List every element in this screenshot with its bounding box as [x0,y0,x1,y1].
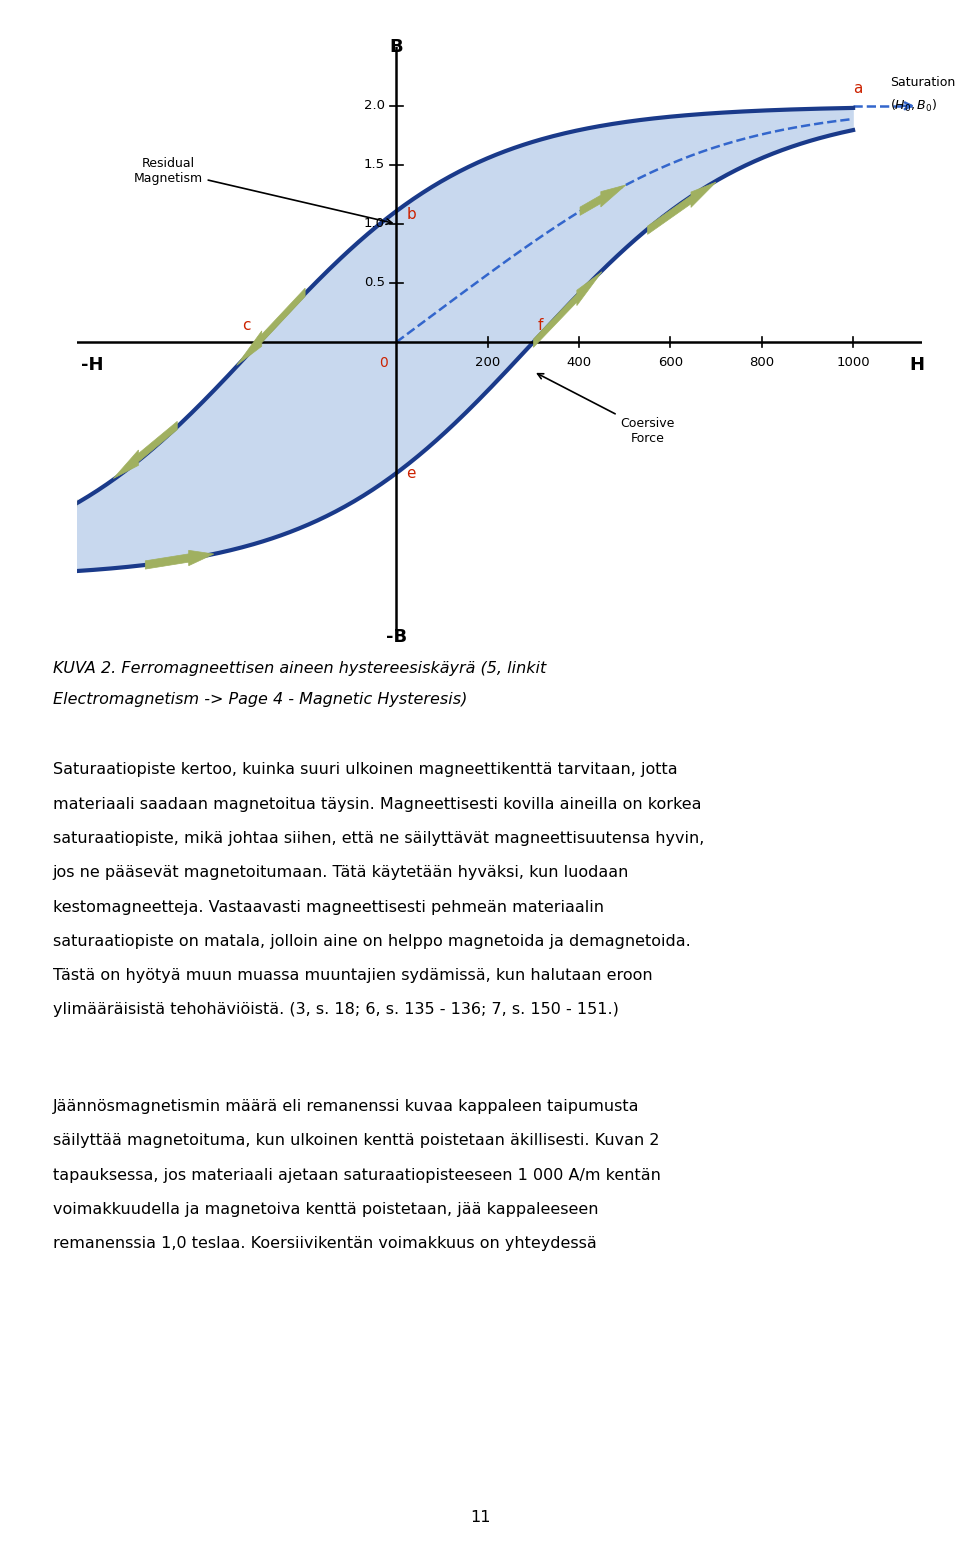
Text: Residual
Magnetism: Residual Magnetism [133,157,392,224]
Text: 600: 600 [658,355,683,369]
Text: remanenssia 1,0 teslaa. Koersiivikentän voimakkuus on yhteydessä: remanenssia 1,0 teslaa. Koersiivikentän … [53,1236,596,1252]
Text: saturaatiopiste on matala, jolloin aine on helppo magnetoida ja demagnetoida.: saturaatiopiste on matala, jolloin aine … [53,934,690,949]
FancyArrow shape [648,182,716,234]
Text: 0.5: 0.5 [364,276,385,290]
Text: Saturaatiopiste kertoo, kuinka suuri ulkoinen magneettikenttä tarvitaan, jotta: Saturaatiopiste kertoo, kuinka suuri ulk… [53,762,678,778]
Text: e: e [406,466,416,482]
Text: Jäännösmagnetismin määrä eli remanenssi kuvaa kappaleen taipumusta: Jäännösmagnetismin määrä eli remanenssi … [53,1099,639,1115]
Text: KUVA 2. Ferromagneettisen aineen hystereesiskäyrä (5, linkit: KUVA 2. Ferromagneettisen aineen hystere… [53,661,546,677]
Text: 800: 800 [749,355,775,369]
Text: tapauksessa, jos materiaali ajetaan saturaatiopisteeseen 1 000 A/m kentän: tapauksessa, jos materiaali ajetaan satu… [53,1168,660,1183]
Text: 400: 400 [566,355,591,369]
Text: voimakkuudella ja magnetoiva kenttä poistetaan, jää kappaleeseen: voimakkuudella ja magnetoiva kenttä pois… [53,1202,598,1218]
Text: 11: 11 [469,1509,491,1525]
FancyArrow shape [236,288,305,365]
Text: 0: 0 [379,355,388,369]
Text: 1000: 1000 [836,355,870,369]
Text: Saturation: Saturation [890,76,955,89]
Text: jos ne pääsevät magnetoitumaan. Tätä käytetään hyväksi, kun luodaan: jos ne pääsevät magnetoitumaan. Tätä käy… [53,865,629,881]
Text: Tästä on hyötyä muun muassa muuntajien sydämissä, kun halutaan eroon: Tästä on hyötyä muun muassa muuntajien s… [53,968,653,984]
FancyArrow shape [12,499,77,533]
Text: säilyttää magnetoituma, kun ulkoinen kenttä poistetaan äkillisesti. Kuvan 2: säilyttää magnetoituma, kun ulkoinen ken… [53,1133,660,1149]
Text: -H: -H [82,355,104,374]
FancyArrow shape [113,421,178,479]
Text: B: B [390,39,403,56]
Text: kestomagneetteja. Vastaavasti magneettisesti pehmeän materiaalin: kestomagneetteja. Vastaavasti magneettis… [53,900,604,915]
Text: 1.5: 1.5 [364,159,385,171]
Text: a: a [853,81,862,97]
Text: $(H_0, B_0)$: $(H_0, B_0)$ [890,98,937,114]
Text: materiaali saadaan magnetoitua täysin. Magneettisesti kovilla aineilla on korkea: materiaali saadaan magnetoitua täysin. M… [53,797,702,812]
Text: 2.0: 2.0 [364,100,385,112]
Text: ylimääräisistä tehohäviöistä. (3, s. 18; 6, s. 135 - 136; 7, s. 150 - 151.): ylimääräisistä tehohäviöistä. (3, s. 18;… [53,1002,618,1018]
Text: Electromagnetism -> Page 4 - Magnetic Hysteresis): Electromagnetism -> Page 4 - Magnetic Hy… [53,692,468,708]
Text: saturaatiopiste, mikä johtaa siihen, että ne säilyttävät magneettisuutensa hyvin: saturaatiopiste, mikä johtaa siihen, ett… [53,831,705,847]
FancyArrow shape [145,550,214,569]
Text: b: b [406,206,417,221]
FancyArrow shape [580,186,626,215]
Text: f: f [538,318,543,332]
Text: 1.0: 1.0 [364,217,385,231]
Text: Coersive
Force: Coersive Force [538,374,675,444]
Text: -B: -B [386,628,407,645]
FancyArrow shape [534,271,602,348]
Polygon shape [0,108,853,577]
Text: c: c [242,318,251,332]
Text: H: H [909,355,924,374]
Text: 200: 200 [475,355,500,369]
